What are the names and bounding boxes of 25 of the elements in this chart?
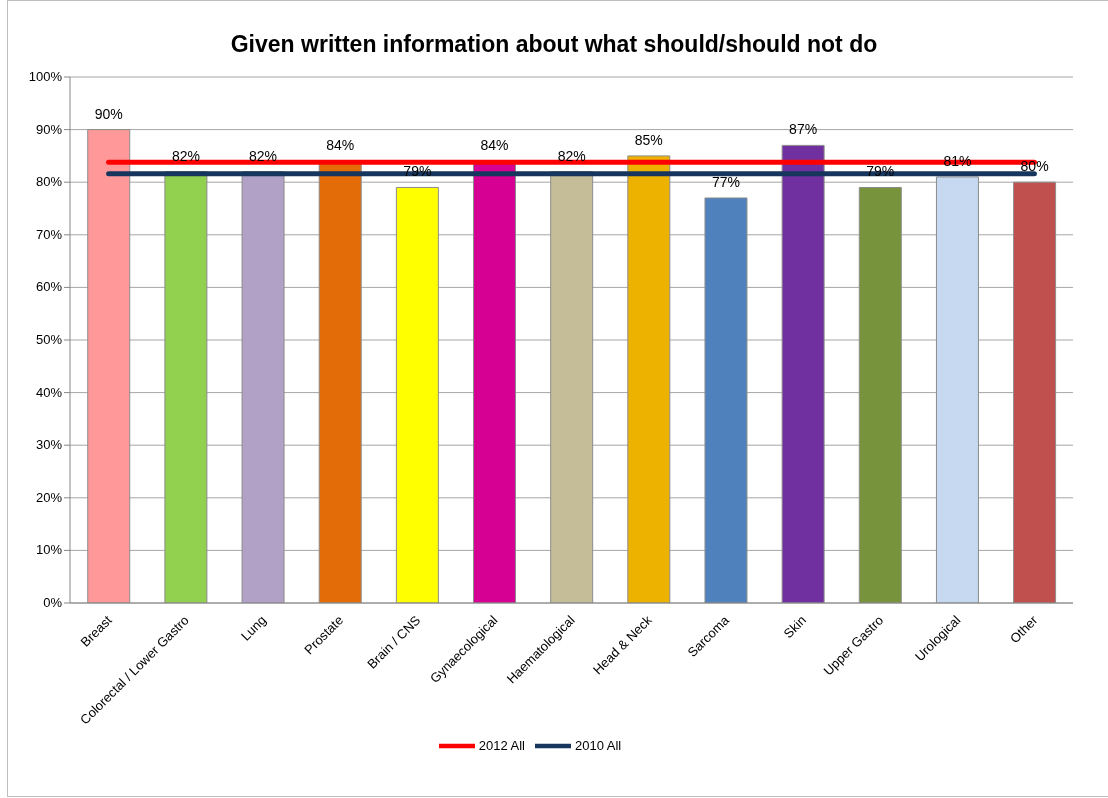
y-tick-label: 80% — [35, 174, 63, 190]
y-tick-label: 60% — [35, 279, 63, 295]
x-tick-label: Skin — [780, 612, 810, 642]
data-label: 77% — [711, 173, 740, 190]
y-tick-label: 70% — [35, 226, 63, 242]
y-tick-label: 50% — [35, 332, 63, 347]
data-label: 82% — [557, 147, 586, 164]
legend-label: 2012 All — [478, 738, 525, 754]
data-label: 84% — [480, 137, 509, 154]
y-tick-label: 40% — [35, 384, 63, 400]
data-label: 84% — [326, 137, 355, 154]
chart-title: Given written information about what should/should not do — [229, 31, 879, 58]
legend-label: 2010 All — [575, 738, 622, 754]
data-label: 90% — [94, 105, 123, 122]
y-tick-label: 90% — [35, 121, 63, 137]
data-label: 82% — [171, 147, 200, 164]
y-tick-label: 10% — [35, 542, 63, 558]
y-tick-label: 30% — [35, 437, 63, 453]
data-label: 80% — [1020, 158, 1049, 175]
data-label: 87% — [789, 121, 818, 138]
y-tick-label: 0% — [43, 595, 63, 610]
y-tick-label: 20% — [35, 489, 63, 505]
data-label: 85% — [634, 131, 663, 148]
y-tick-label: 100% — [28, 69, 63, 84]
data-label: 82% — [249, 147, 278, 164]
